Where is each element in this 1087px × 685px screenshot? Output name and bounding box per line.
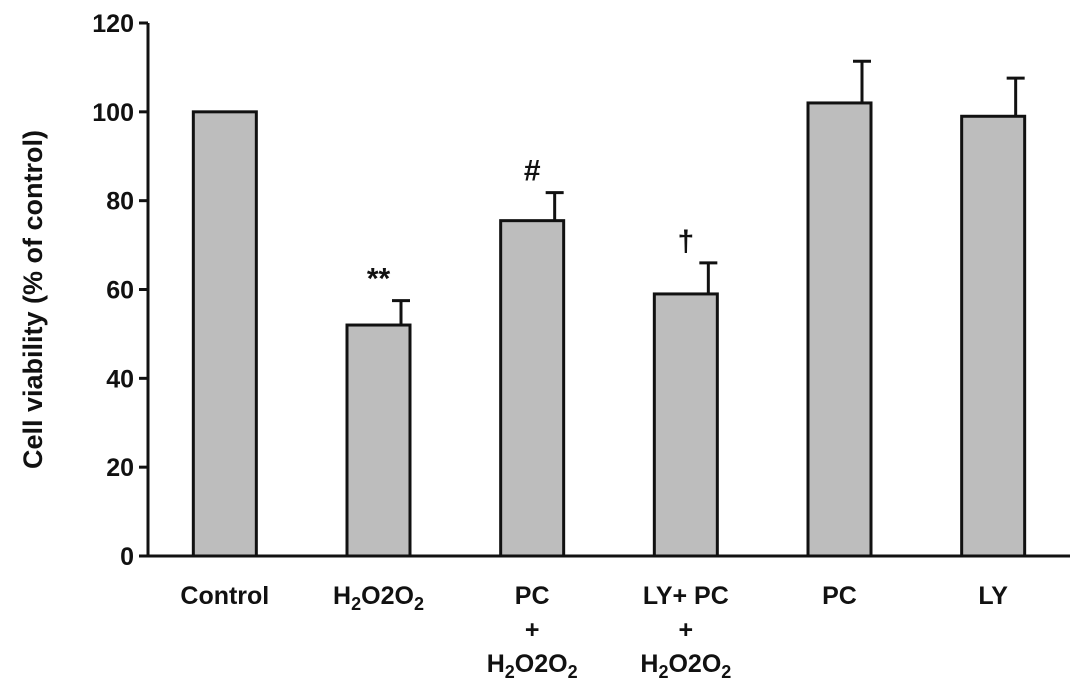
category-label: LY+ PC	[643, 582, 729, 610]
x-axis-categories: Control H2O2O2 PC + H2O2O2 LY+ PC + H2O2O2 PC LY	[180, 582, 1008, 682]
bar	[806, 101, 873, 558]
significance-mark: †	[677, 225, 694, 258]
y-tick-label: 60	[106, 277, 134, 305]
bar	[499, 219, 566, 558]
significance-mark: #	[524, 155, 541, 188]
bar	[345, 323, 412, 558]
y-axis-ticks: 0 20 40 60 80 100 120	[92, 10, 148, 571]
significance-mark: **	[367, 263, 391, 296]
category-label: +	[679, 616, 694, 644]
y-tick-label: 0	[120, 543, 134, 571]
y-tick-label: 20	[106, 454, 134, 482]
bars: ** # †	[191, 59, 1027, 558]
category-label: H2O2O2	[640, 650, 731, 682]
bar	[960, 114, 1027, 558]
category-label: H2O2O2	[333, 582, 424, 614]
category-label: H2O2O2	[487, 650, 578, 682]
category-label: PC	[515, 582, 550, 610]
y-tick-label: 40	[106, 365, 134, 393]
category-label: PC	[822, 582, 857, 610]
y-tick-label: 100	[92, 99, 134, 127]
y-axis-label: Cell viability (% of control)	[18, 130, 48, 469]
category-label: Control	[180, 582, 269, 610]
category-label: +	[525, 616, 540, 644]
y-tick-label: 80	[106, 188, 134, 216]
category-label: LY	[978, 582, 1008, 610]
y-tick-label: 120	[92, 10, 134, 38]
bar	[652, 292, 719, 558]
bar	[191, 110, 258, 558]
